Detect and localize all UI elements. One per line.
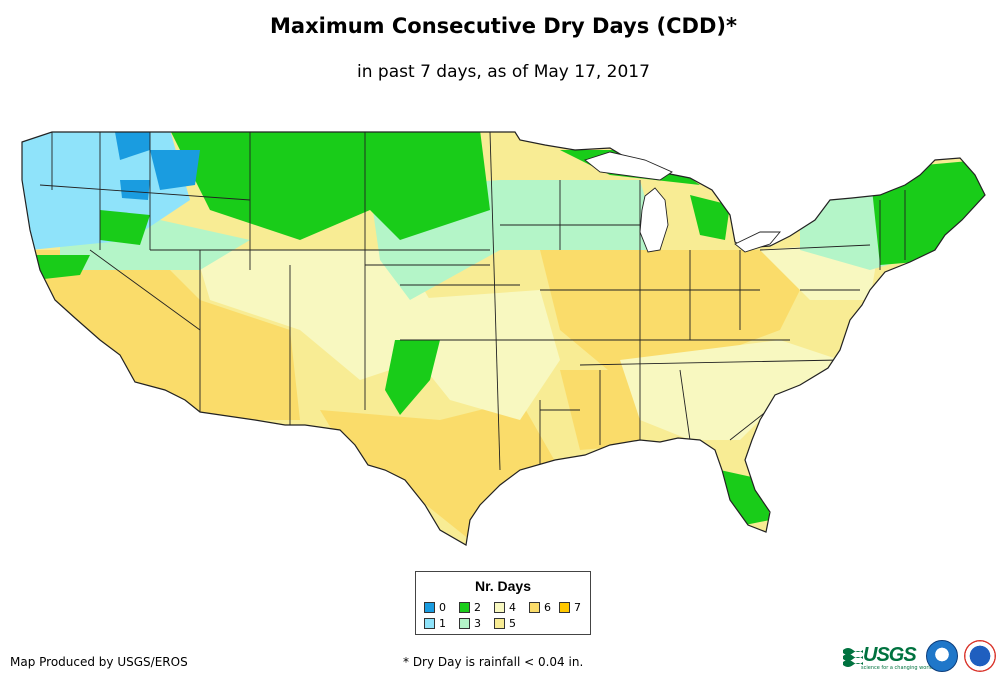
legend-swatch [459,618,470,629]
dry-day-footnote: * Dry Day is rainfall < 0.04 in. [403,655,584,669]
region-2-days-oklahoma [385,340,440,415]
region-0-days-idaho [120,180,150,200]
state-border [759,244,871,251]
legend-swatch [459,602,470,613]
region-2-days-montana [170,132,370,240]
state-border [679,369,691,441]
usgs-logo: USGS science for a changing world [843,644,933,671]
legend-swatch [494,618,505,629]
noaa-logo-icon [926,640,958,672]
region-2-days-florida [720,470,770,525]
usgs-tagline: science for a changing world [861,665,933,671]
legend-item-1: 1 [424,618,446,630]
region-0-days-north-idaho [115,132,150,160]
usgs-wave-icon [843,648,863,667]
region-2-days-new-england [870,160,985,265]
legend-swatch [494,602,505,613]
state-border [89,249,201,331]
region-6-days-ohio-valley [540,250,800,380]
map-legend: Nr. Days 0 1 2 3 4 5 6 7 [415,571,591,635]
region-4-days-rockies [195,250,430,380]
legend-swatch [529,602,540,613]
region-2-days-dakotas [370,132,490,240]
legend-swatch [559,602,570,613]
legend-swatch [424,618,435,629]
legend-swatch [424,602,435,613]
lake-erie [734,231,781,253]
legend-item-5: 5 [494,618,516,630]
region-4-days-plains [400,290,560,420]
legend-item-6: 6 [529,602,551,614]
region-4-days-southeast [620,340,840,440]
region-2-days-michigan [690,195,730,240]
region-2-days-idaho [100,210,150,245]
state-border [579,359,841,366]
map-title: Maximum Consecutive Dry Days (CDD)* [270,14,737,38]
map-producer-credit: Map Produced by USGS/EROS [10,655,188,669]
usgs-logo-text: USGS [863,644,917,666]
region-2-days-california [30,255,90,280]
region-0-days-montana [150,150,200,190]
lake-superior [584,151,673,181]
map-subtitle: in past 7 days, as of May 17, 2017 [357,62,650,82]
legend-title: Nr. Days [474,578,532,594]
legend-item-4: 4 [494,602,516,614]
lake-michigan [639,187,669,253]
legend-item-3: 3 [459,618,481,630]
region-6-days-southwest [30,250,300,420]
legend-item-7: 7 [559,602,581,614]
nws-logo-icon [964,640,996,672]
legend-item-2: 2 [459,602,481,614]
state-border [489,132,501,471]
state-border [39,184,251,201]
legend-item-0: 0 [424,602,446,614]
